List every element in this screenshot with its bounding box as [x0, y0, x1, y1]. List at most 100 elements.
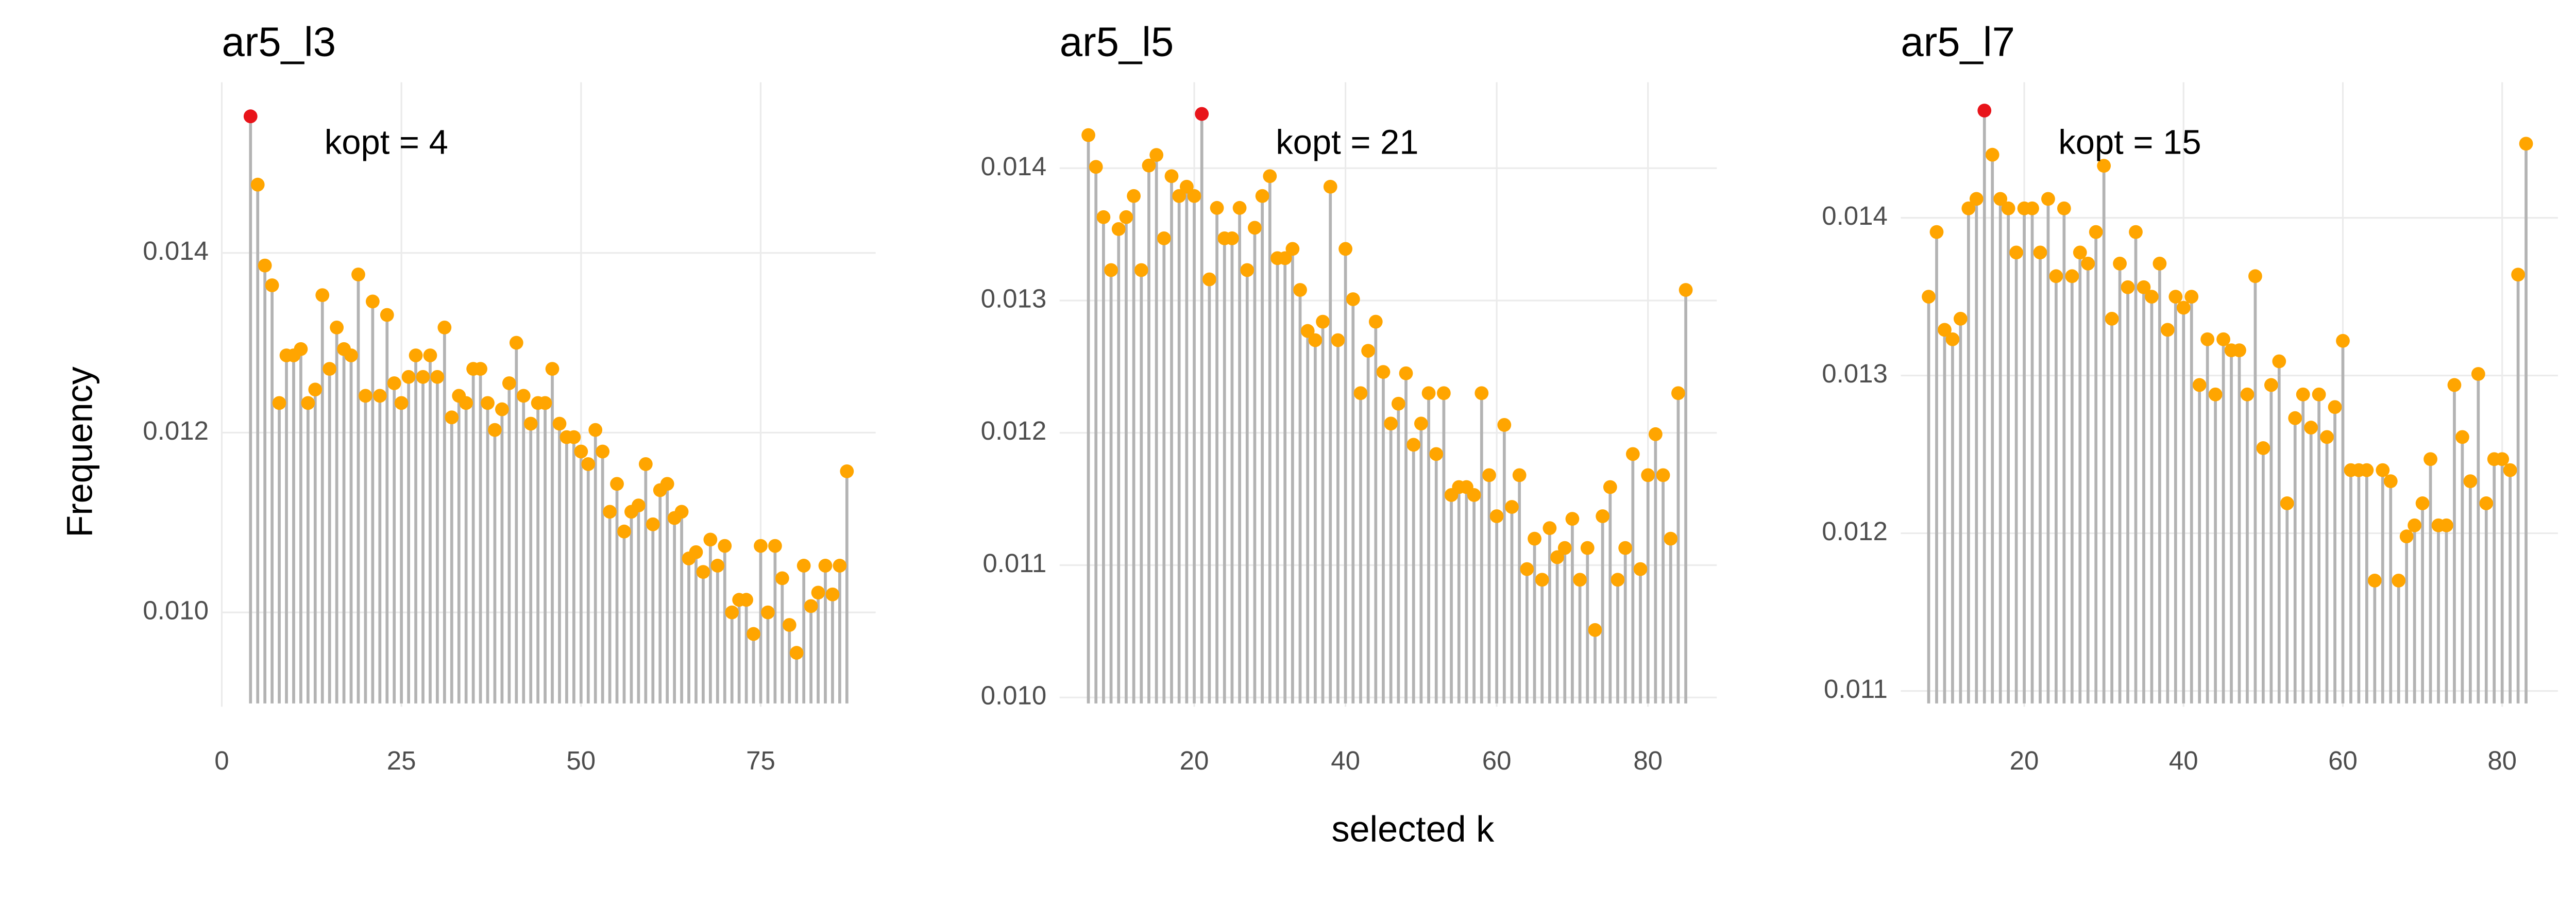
point: [1142, 158, 1156, 173]
point: [2479, 496, 2494, 510]
highlight-point: [1195, 107, 1209, 121]
point: [1482, 468, 1496, 482]
point: [1528, 531, 1541, 546]
point: [2113, 256, 2127, 271]
point: [1255, 189, 1269, 203]
x-tick-label: 25: [387, 746, 416, 775]
point: [825, 587, 840, 602]
point: [610, 477, 624, 491]
point: [1338, 242, 1352, 256]
point: [2415, 496, 2430, 510]
point: [552, 416, 567, 431]
y-tick-label: 0.011: [1824, 674, 1888, 704]
point: [2256, 441, 2270, 455]
point: [1353, 386, 1368, 400]
point: [747, 627, 760, 641]
point: [2145, 290, 2159, 304]
point: [2288, 411, 2302, 425]
point: [2192, 378, 2207, 392]
point: [789, 646, 804, 660]
x-tick-label: 60: [2328, 746, 2358, 775]
point: [502, 376, 516, 390]
annotation: kopt = 21: [1276, 123, 1418, 161]
point: [344, 348, 358, 362]
x-tick-label: 40: [1331, 746, 1360, 775]
point: [1119, 210, 1133, 224]
y-tick-label: 0.014: [981, 152, 1047, 181]
point: [2160, 323, 2175, 337]
point: [574, 444, 588, 459]
point: [2399, 529, 2414, 544]
point: [1104, 263, 1118, 277]
point: [509, 336, 523, 350]
point: [2392, 573, 2406, 588]
point: [2089, 225, 2103, 239]
point: [1414, 416, 1428, 431]
point: [1985, 147, 1999, 162]
point: [1671, 386, 1685, 400]
point: [2208, 387, 2223, 402]
point: [833, 559, 847, 573]
point: [1993, 192, 2008, 206]
point: [782, 618, 796, 632]
point: [1489, 509, 1504, 523]
point: [1953, 312, 1968, 326]
point: [581, 457, 596, 471]
y-tick-label: 0.013: [981, 284, 1047, 313]
point: [250, 177, 265, 192]
point: [1475, 386, 1489, 400]
point: [674, 505, 689, 519]
point: [1384, 416, 1398, 431]
point: [1656, 468, 1670, 482]
point: [301, 396, 315, 410]
point: [1248, 221, 1262, 235]
point: [804, 599, 818, 613]
point: [2041, 192, 2055, 206]
y-tick-label: 0.010: [143, 596, 209, 625]
point: [481, 396, 495, 410]
point: [796, 559, 811, 573]
point: [2009, 245, 2023, 260]
point: [710, 559, 725, 573]
point: [1293, 283, 1307, 297]
point: [2312, 387, 2326, 402]
point: [258, 258, 272, 273]
point: [1376, 365, 1391, 379]
point: [2447, 378, 2462, 392]
point: [2296, 387, 2310, 402]
point: [1938, 323, 1952, 337]
x-tick-label: 80: [1633, 746, 1663, 775]
point: [739, 593, 753, 607]
point: [1406, 438, 1421, 452]
y-tick-label: 0.011: [982, 548, 1046, 578]
point: [2272, 354, 2286, 369]
point: [1625, 447, 1640, 461]
point: [1679, 283, 1693, 297]
point: [768, 539, 782, 553]
point: [1331, 333, 1345, 347]
point: [1157, 231, 1171, 245]
point: [2376, 463, 2390, 477]
point: [2360, 463, 2374, 477]
point: [1285, 242, 1300, 256]
point: [2495, 452, 2510, 466]
point: [2471, 367, 2485, 381]
point: [696, 565, 710, 579]
point: [2232, 343, 2246, 358]
point: [631, 498, 646, 513]
point: [1497, 417, 1512, 432]
point: [1596, 509, 1610, 523]
point: [1179, 179, 1194, 194]
point: [1164, 169, 1179, 183]
point: [308, 382, 323, 397]
point: [523, 416, 538, 431]
point: [430, 370, 445, 384]
point: [1149, 148, 1164, 162]
point: [2073, 245, 2087, 260]
point: [2097, 159, 2111, 173]
point: [2137, 280, 2151, 294]
point: [1437, 386, 1451, 400]
point: [1929, 225, 1944, 239]
point: [1263, 169, 1277, 183]
